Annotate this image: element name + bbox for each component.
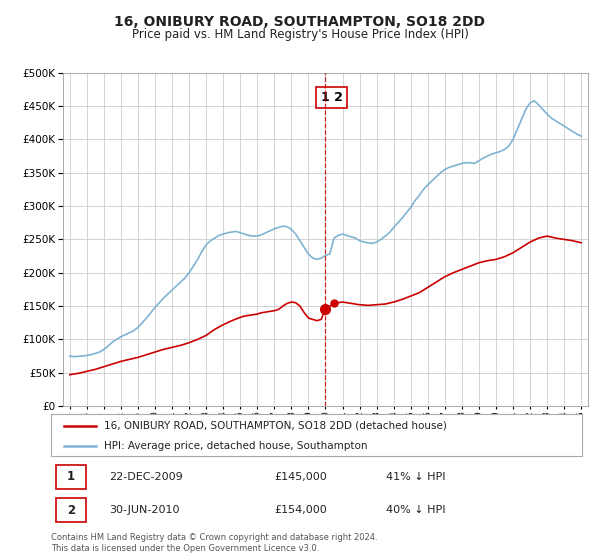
Text: HPI: Average price, detached house, Southampton: HPI: Average price, detached house, Sout… bbox=[104, 441, 368, 451]
Text: 2: 2 bbox=[67, 504, 75, 517]
Text: 41% ↓ HPI: 41% ↓ HPI bbox=[386, 472, 445, 482]
Text: 16, ONIBURY ROAD, SOUTHAMPTON, SO18 2DD: 16, ONIBURY ROAD, SOUTHAMPTON, SO18 2DD bbox=[115, 15, 485, 29]
Text: 16, ONIBURY ROAD, SOUTHAMPTON, SO18 2DD (detached house): 16, ONIBURY ROAD, SOUTHAMPTON, SO18 2DD … bbox=[104, 421, 447, 431]
Text: £145,000: £145,000 bbox=[274, 472, 327, 482]
FancyBboxPatch shape bbox=[51, 414, 582, 456]
Text: Contains HM Land Registry data © Crown copyright and database right 2024.
This d: Contains HM Land Registry data © Crown c… bbox=[51, 533, 377, 553]
Text: 1: 1 bbox=[67, 470, 75, 483]
FancyBboxPatch shape bbox=[56, 465, 86, 489]
Text: Price paid vs. HM Land Registry's House Price Index (HPI): Price paid vs. HM Land Registry's House … bbox=[131, 28, 469, 41]
Text: 30-JUN-2010: 30-JUN-2010 bbox=[109, 505, 180, 515]
Text: £154,000: £154,000 bbox=[274, 505, 327, 515]
Text: 22-DEC-2009: 22-DEC-2009 bbox=[109, 472, 183, 482]
Text: 1 2: 1 2 bbox=[320, 91, 343, 104]
FancyBboxPatch shape bbox=[56, 498, 86, 522]
Text: 40% ↓ HPI: 40% ↓ HPI bbox=[386, 505, 445, 515]
